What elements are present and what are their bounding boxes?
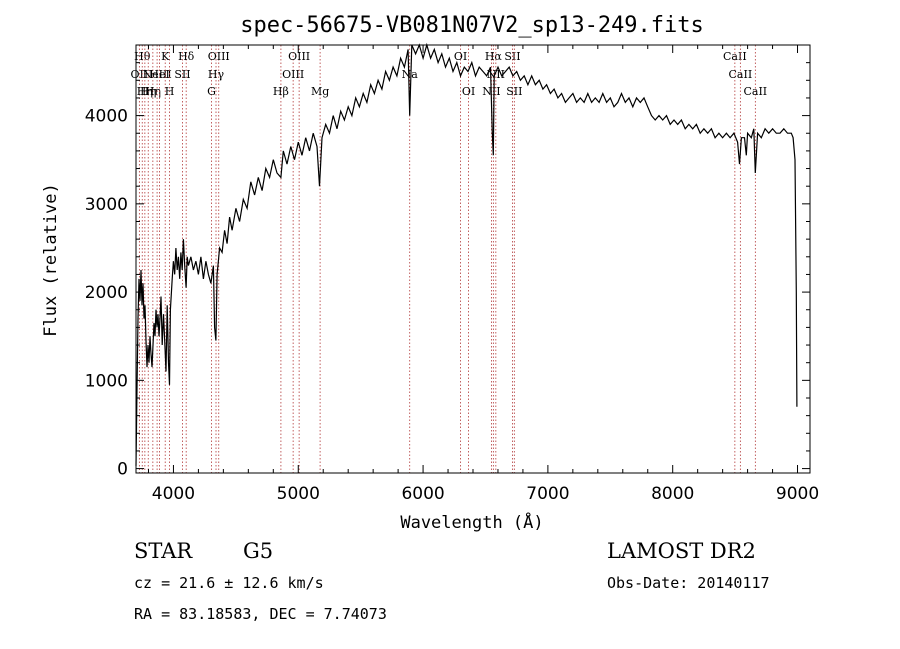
redshift-text: cz = 21.6 ± 12.6 km/s: [134, 574, 324, 592]
spectral-line-label: OIII: [282, 68, 304, 81]
y-tick-label: 3000: [85, 195, 128, 215]
y-axis-ticks: 0 1000 2000 3000 4000: [85, 62, 810, 480]
y-tick-label: 2000: [85, 283, 128, 303]
spectral-line-label: CaII: [743, 85, 767, 98]
survey-name: LAMOST DR2: [607, 539, 756, 563]
spectrum-line: [135, 42, 798, 466]
spectral-line-label: OI: [454, 50, 467, 63]
spectral-line-label: Hη: [137, 85, 153, 98]
x-tick-label: 5000: [277, 484, 320, 504]
spectral-line-label: CaII: [729, 68, 753, 81]
spectral-line-label: SII: [506, 85, 522, 98]
spectral-line-label: CaII: [723, 50, 747, 63]
spectral-line-markers: OIIHθHηHηHηNeIIIHeIKHSIIHδGHγOIIIHβOIIIO…: [131, 45, 767, 473]
y-tick-label: 1000: [85, 371, 128, 391]
x-axis-ticks: 4000 5000 6000 7000 8000 9000: [147, 45, 819, 504]
spectral-line-label: Hη: [140, 85, 156, 98]
spectral-line-label: HeI: [149, 68, 169, 81]
plot-frame: [135, 44, 811, 474]
y-tick-label: 0: [117, 460, 128, 480]
obs-date-text: Obs-Date: 20140117: [607, 574, 770, 592]
spectral-line-label: Hθ: [134, 50, 151, 63]
spectral-line-label: K: [161, 50, 170, 63]
spectral-line-label: OII: [131, 68, 149, 81]
x-tick-label: 7000: [526, 484, 569, 504]
spectral-line-label: SII: [504, 50, 520, 63]
y-tick-label: 4000: [85, 107, 128, 127]
spectral-line-label: OIII: [208, 50, 230, 63]
spectral-line-label: OI: [462, 85, 475, 98]
spectral-line-label: Na: [402, 68, 419, 81]
object-subclass: G5: [243, 539, 273, 563]
spectral-line-label: NeIII: [143, 68, 172, 81]
spectral-line-label: Hγ: [208, 68, 225, 81]
x-tick-label: 8000: [651, 484, 694, 504]
y-axis-label: Flux (relative): [41, 183, 61, 337]
x-tick-label: 9000: [776, 484, 819, 504]
x-tick-label: 4000: [152, 484, 195, 504]
spectral-line-label: OIII: [288, 50, 310, 63]
x-axis-label: Wavelength (Å): [400, 511, 543, 533]
object-class: STAR: [134, 539, 193, 563]
spectral-line-label: Hδ: [178, 50, 195, 63]
spectral-line-label: Hβ: [273, 85, 289, 98]
spectral-line-label: Mg: [311, 85, 329, 98]
chart-title: spec-56675-VB081N07V2_sp13-249.fits: [240, 13, 704, 38]
spectral-line-label: SII: [174, 68, 190, 81]
coords-text: RA = 83.18583, DEC = 7.74073: [134, 605, 387, 623]
x-tick-label: 6000: [401, 484, 444, 504]
spectral-line-label: H: [165, 85, 175, 98]
spectral-line-label: G: [207, 85, 216, 98]
spectral-line-label: Hη: [145, 85, 161, 98]
spectral-line-label: Hα: [485, 50, 503, 63]
